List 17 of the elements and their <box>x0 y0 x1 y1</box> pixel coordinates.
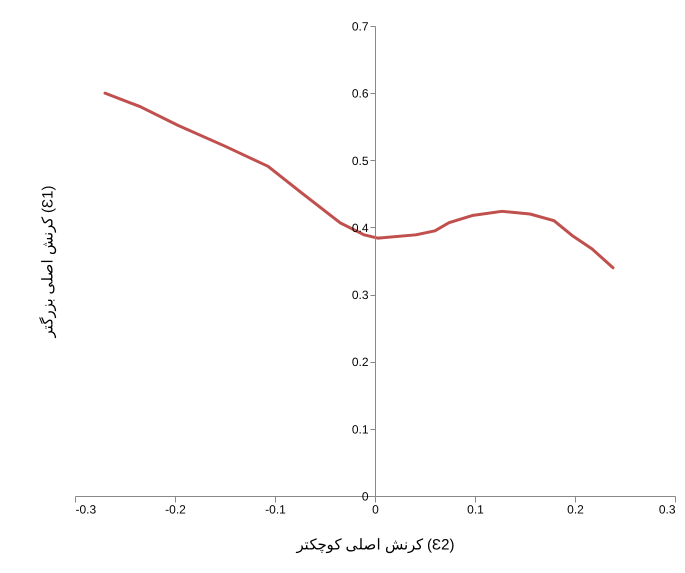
y-tick-label: 0.7 <box>352 20 369 34</box>
x-tick-label: 0.3 <box>658 502 676 516</box>
y-tick-label: 0.6 <box>352 86 369 101</box>
x-tick-label: -0.3 <box>76 502 97 516</box>
x-tick-label: -0.2 <box>165 502 186 516</box>
x-tick-label: -0.1 <box>265 502 286 516</box>
y-tick-label: 0.4 <box>352 220 369 235</box>
y-tick-label: 0.1 <box>352 422 369 436</box>
x-tick-label: 0.2 <box>567 502 584 516</box>
y-tick-label: 0.3 <box>352 288 369 302</box>
x-tick-label: 0 <box>372 502 380 516</box>
x-tick-label: 0.1 <box>467 502 484 516</box>
y-tick-label: 0.2 <box>352 355 369 370</box>
x-axis-title: کرنش اصلی کوچکتر (Ɛ2) <box>296 536 454 554</box>
y-axis-title: کرنش اصلی بزرگتر (Ɛ1) <box>38 186 56 338</box>
y-tick-label: 0 <box>362 490 369 504</box>
y-tick-label: 0.5 <box>352 154 369 168</box>
